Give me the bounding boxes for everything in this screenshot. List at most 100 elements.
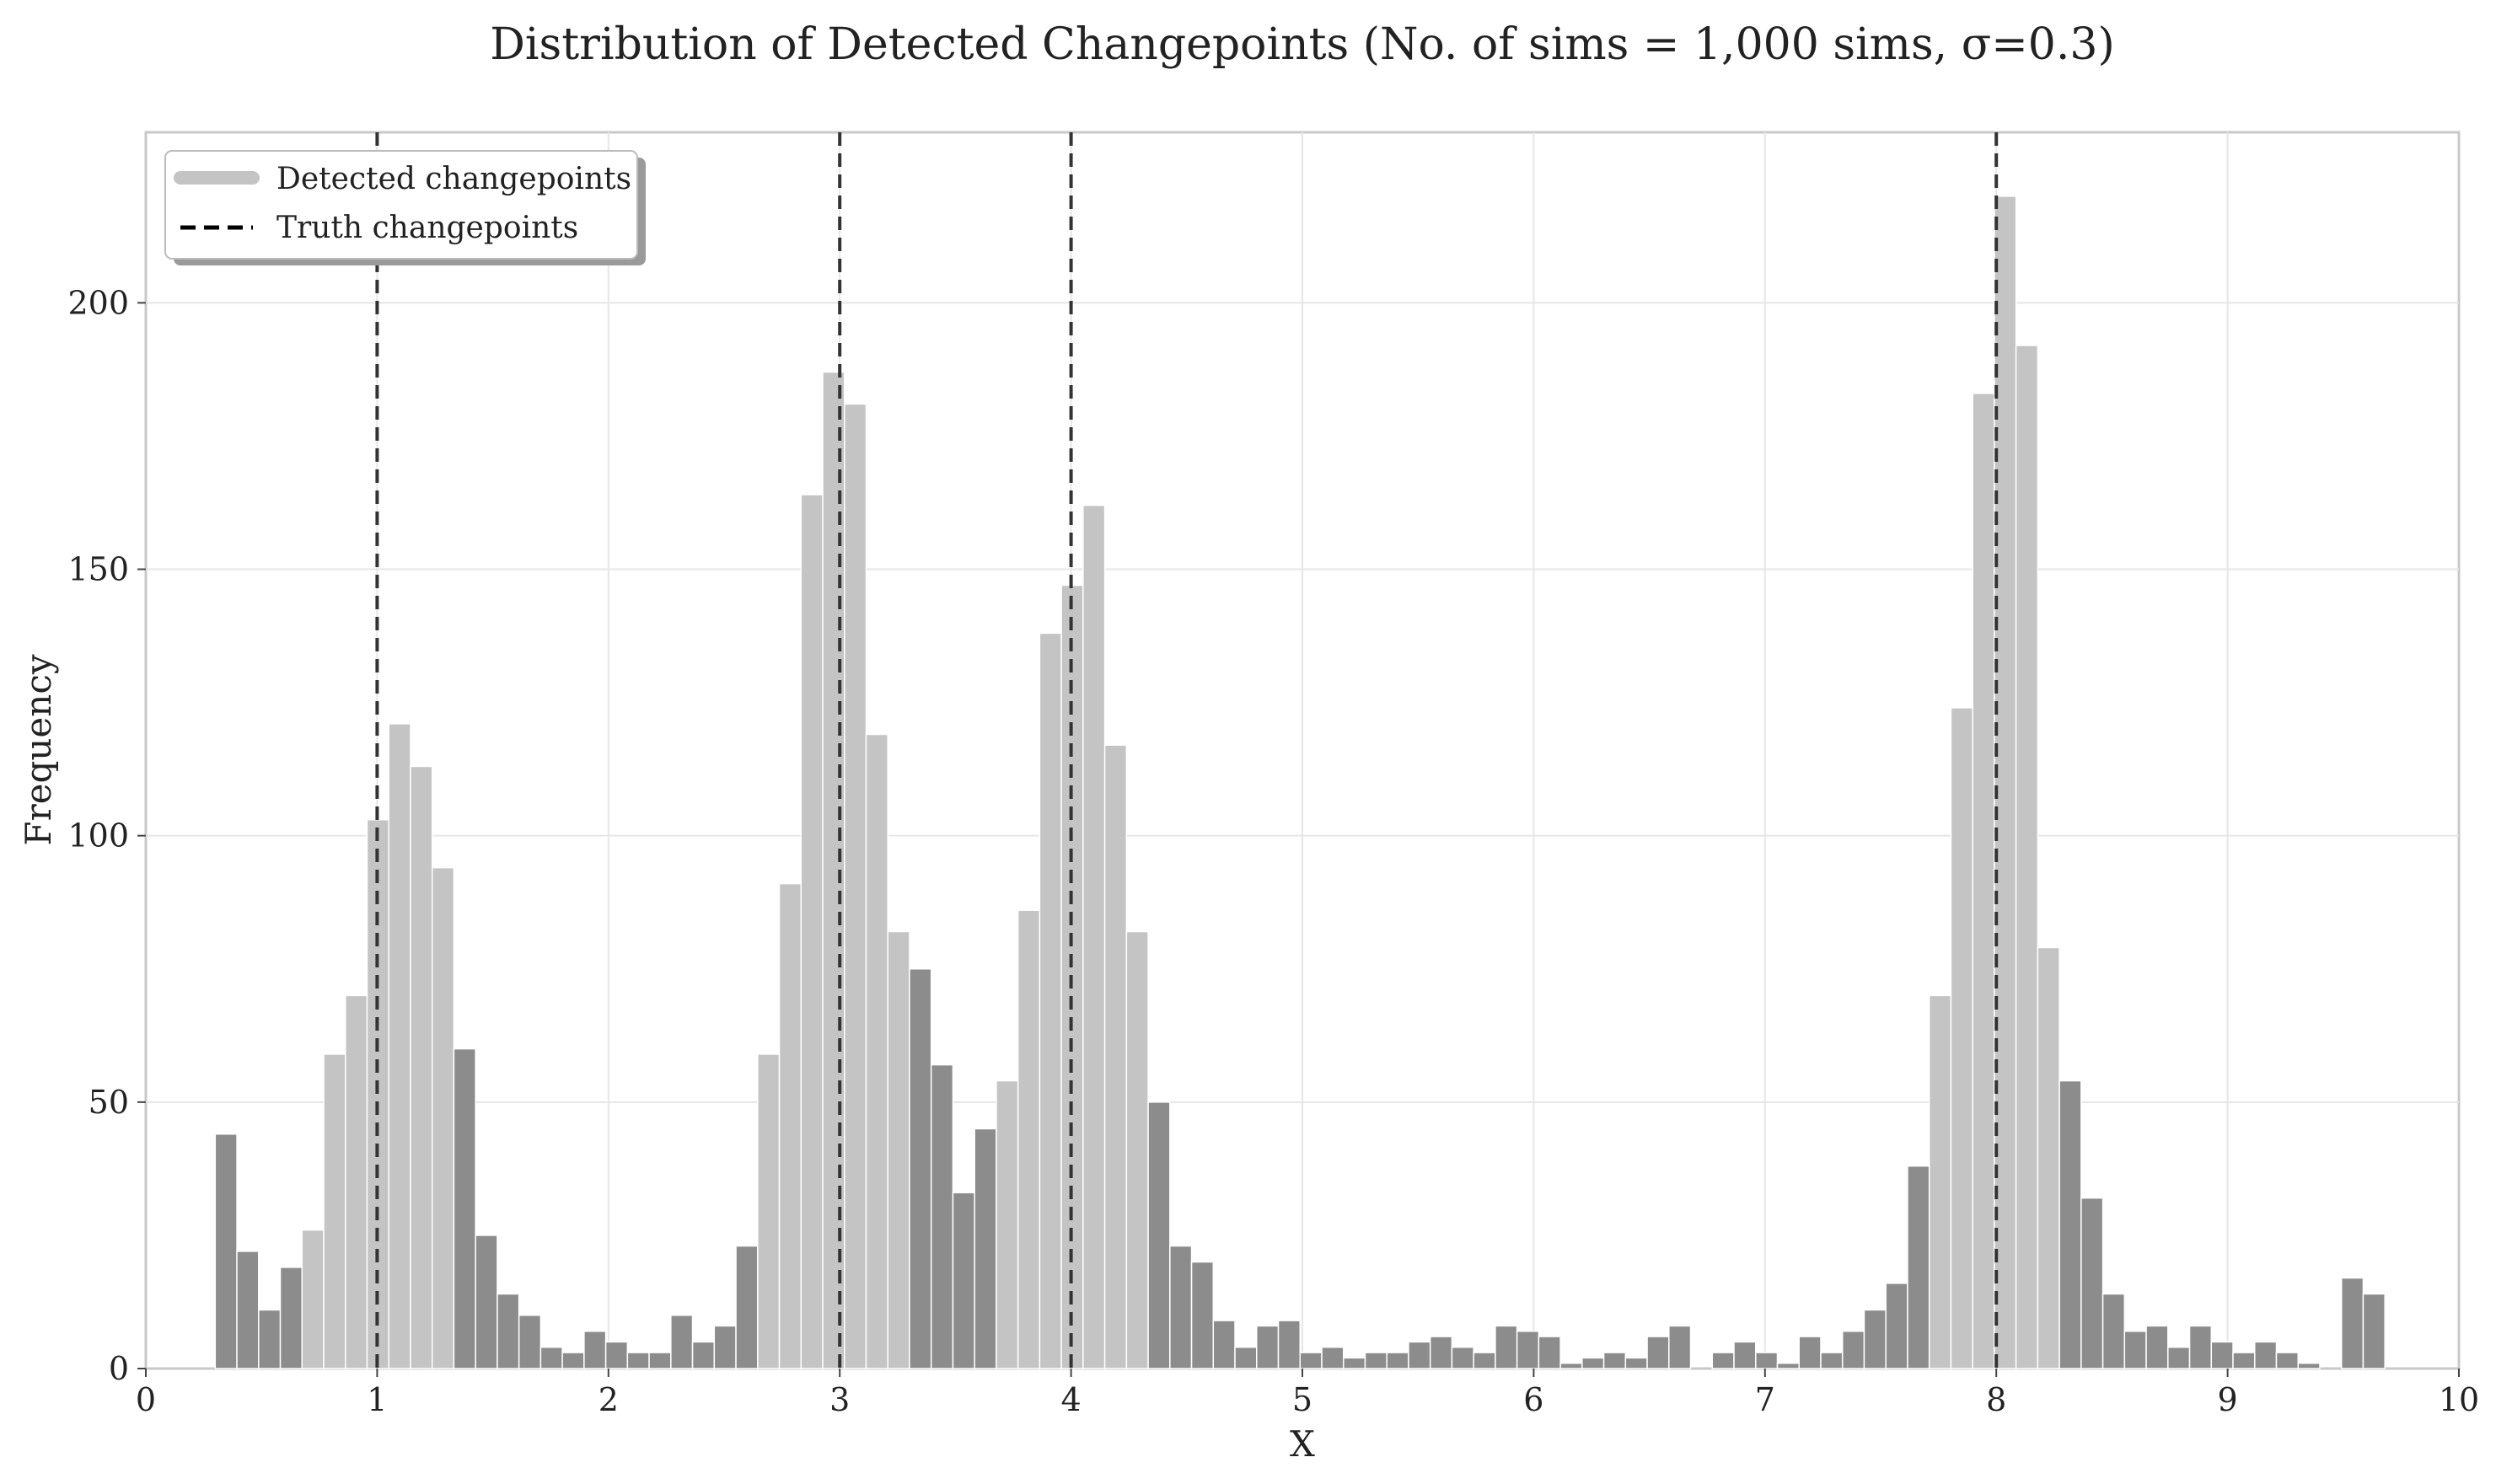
histogram-bar [2037,946,2060,1369]
histogram-bar [2232,1352,2256,1369]
histogram-bar [1733,1341,1757,1369]
y-axis-label: Frequency [18,654,59,845]
histogram-bar [475,1235,498,1369]
x-tick-label: 8 [1986,1381,2006,1418]
histogram-bar [2123,1330,2147,1369]
histogram-bar [1408,1341,1431,1369]
histogram-bar [301,1229,325,1369]
histogram-bar [691,1341,716,1369]
histogram-bar [1624,1357,1648,1369]
histogram-bar [1386,1352,1409,1369]
y-tick-label: 0 [109,1350,129,1387]
histogram-bar [1299,1352,1323,1369]
legend: Detected changepoints Truth changepoints [164,150,646,265]
x-tick-label: 6 [1523,1381,1543,1418]
histogram-bar [539,1346,563,1369]
histogram-bars [214,196,2386,1369]
histogram-bar [800,494,824,1369]
histogram-bar [996,1080,1019,1369]
histogram-bar [279,1267,303,1369]
histogram-bar [1885,1283,1908,1369]
legend-label-truth: Truth changepoints [276,211,578,245]
histogram-bar [2080,1197,2104,1369]
histogram-bar [388,723,411,1369]
histogram-bar [930,1063,954,1369]
histogram-bar [258,1309,282,1369]
histogram-bar [431,866,455,1369]
x-tick-label: 4 [1061,1381,1082,1418]
histogram-bar [1103,744,1128,1369]
x-axis-label: X [1290,1423,1315,1465]
histogram-bar [497,1293,520,1369]
histogram-bar [1342,1357,1366,1369]
histogram-bar [843,403,867,1369]
histogram-bar [1147,1101,1171,1369]
x-tick-label: 5 [1292,1381,1312,1418]
histogram-bar [1950,707,1973,1369]
histogram-bar [1841,1330,1865,1369]
histogram-bar [713,1325,737,1369]
histogram-bar [1928,994,1952,1369]
histogram-bar [952,1192,975,1369]
histogram-bar [1776,1362,1800,1369]
x-tick-label: 7 [1755,1381,1775,1418]
histogram-bar [2254,1341,2278,1369]
histogram-bar [778,882,802,1369]
histogram-bar [2340,1277,2364,1369]
histogram-bar [2101,1293,2126,1369]
histogram-bar [757,1053,781,1369]
histogram-bar [2167,1346,2191,1369]
histogram-bar [1451,1346,1474,1369]
histogram-bar [518,1315,542,1369]
histogram-bar [1646,1336,1670,1369]
histogram-bar [410,765,433,1369]
histogram-bar [1364,1352,1388,1369]
histogram-bar [1429,1336,1453,1369]
chart-title: Distribution of Detected Changepoints (N… [490,19,2115,70]
histogram-bar [1711,1352,1735,1369]
x-tick-label: 10 [2439,1381,2479,1418]
histogram-bar [1473,1352,1496,1369]
histogram-bar [648,1352,672,1369]
histogram-bar [626,1352,650,1369]
histogram-bar [1602,1352,1627,1369]
histogram-bar [1798,1336,1822,1369]
histogram-bar [2059,1080,2082,1369]
histogram-bar [1277,1320,1302,1369]
histogram-bar [974,1128,997,1369]
x-tick-label: 1 [367,1381,387,1418]
histogram-bar [1907,1165,1930,1369]
y-tick-label: 100 [67,817,129,855]
histogram-bar [236,1251,260,1369]
histogram-bar [323,1053,346,1369]
histogram-bar [865,733,888,1369]
histogram-bar [2188,1325,2213,1369]
histogram-bar [1516,1330,1540,1369]
histogram-bar [1169,1245,1193,1369]
legend-box [164,150,638,260]
histogram-bar [2275,1352,2299,1369]
legend-label-detected: Detected changepoints [276,162,631,196]
histogram-bar [345,994,368,1369]
histogram-bar [1190,1261,1215,1369]
histogram-bar [1820,1352,1844,1369]
histogram-bar [887,930,910,1369]
histogram-bar [1668,1325,1692,1369]
x-tick-label: 9 [2218,1381,2238,1418]
x-tick-label: 2 [599,1381,619,1418]
x-tick-label: 3 [829,1381,850,1418]
y-tick-label: 200 [67,284,129,321]
truth-changepoint-lines [375,132,1999,1369]
histogram-bar [2362,1293,2386,1369]
histogram-bar [1212,1320,1236,1369]
histogram-bar [1039,632,1062,1369]
histogram-bar [1755,1352,1779,1369]
histogram-bar [561,1352,585,1369]
histogram-bar [1321,1346,1345,1369]
histogram-bar [909,968,932,1369]
histogram-bar [1256,1325,1280,1369]
x-axis-ticks: 0 1 2 3 4 5 6 7 8 9 10 [136,1369,2479,1418]
histogram-bar [604,1341,629,1369]
histogram-bar [583,1330,607,1369]
